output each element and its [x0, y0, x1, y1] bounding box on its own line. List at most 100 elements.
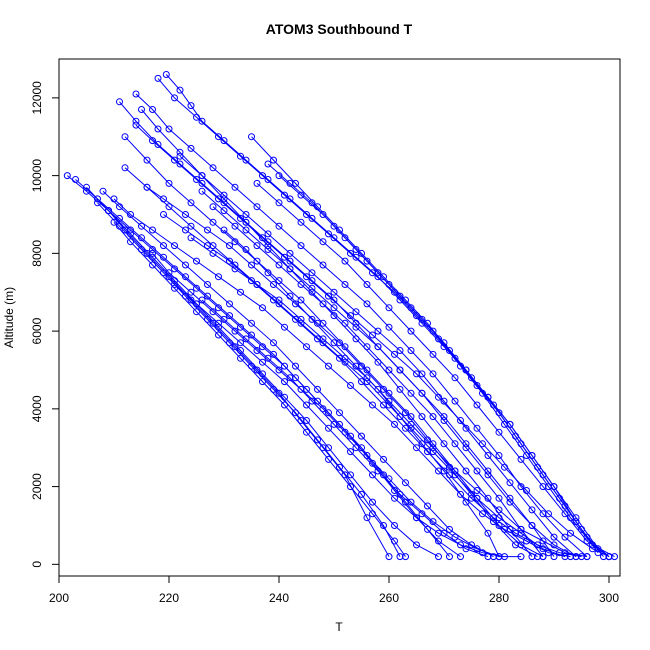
- data-point: [440, 397, 448, 405]
- data-point: [391, 420, 398, 428]
- data-point: [253, 281, 261, 288]
- data-point: [121, 164, 129, 172]
- data-point: [380, 522, 387, 529]
- data-point: [539, 553, 547, 561]
- data-point: [363, 281, 371, 288]
- data-point: [561, 549, 569, 557]
- data-point: [264, 160, 272, 168]
- data-point: [435, 553, 442, 561]
- series-line-28: [174, 284, 505, 558]
- data-point: [336, 409, 343, 417]
- data-point: [385, 389, 393, 397]
- data-point: [209, 203, 217, 211]
- data-point: [83, 183, 90, 191]
- data-point: [319, 261, 327, 269]
- data-point: [226, 300, 233, 308]
- series-line-24: [163, 214, 582, 558]
- data-point: [446, 553, 453, 561]
- data-point: [116, 222, 123, 230]
- series-line-5: [146, 186, 538, 558]
- data-point: [594, 549, 602, 557]
- data-point: [308, 288, 316, 296]
- data-point: [264, 176, 272, 183]
- data-point: [110, 218, 118, 226]
- data-point: [446, 463, 453, 471]
- data-point: [286, 265, 294, 273]
- data-point: [418, 370, 426, 378]
- data-point: [358, 490, 365, 498]
- data-point: [413, 541, 420, 549]
- series-line-22: [86, 186, 439, 558]
- data-point: [176, 86, 184, 94]
- data-point: [385, 397, 393, 405]
- series-line-6: [66, 175, 461, 558]
- data-point: [490, 518, 497, 526]
- data-point: [506, 479, 514, 487]
- series-line-23: [97, 202, 401, 557]
- data-point: [231, 183, 239, 191]
- data-point: [451, 397, 459, 405]
- data-point: [275, 366, 283, 374]
- data-point: [242, 211, 250, 218]
- data-point: [583, 533, 591, 541]
- data-point: [121, 226, 129, 234]
- y-tick-label: 0: [30, 561, 44, 568]
- data-point: [314, 319, 321, 327]
- data-point: [325, 455, 332, 463]
- data-point: [242, 226, 250, 234]
- data-point: [468, 541, 475, 549]
- x-axis-label: T: [335, 620, 343, 634]
- data-point: [314, 385, 321, 393]
- series-line-13: [152, 253, 521, 558]
- data-point: [127, 211, 134, 218]
- data-point: [264, 269, 272, 277]
- data-point: [231, 343, 239, 351]
- series-line-11: [108, 210, 390, 557]
- data-point: [572, 518, 580, 526]
- data-point: [209, 164, 217, 172]
- data-point: [517, 440, 525, 448]
- x-tick-label: 220: [159, 591, 179, 605]
- data-point: [253, 179, 261, 187]
- data-point: [242, 156, 250, 164]
- data-point: [396, 385, 404, 393]
- data-point: [275, 300, 283, 308]
- data-point: [182, 226, 189, 234]
- data-point: [446, 525, 453, 533]
- data-point: [193, 257, 200, 265]
- data-point: [63, 172, 71, 180]
- series-layer: [63, 71, 618, 561]
- data-point: [187, 222, 195, 230]
- data-point: [94, 199, 101, 207]
- data-point: [308, 277, 316, 285]
- data-point: [187, 199, 195, 207]
- data-point: [457, 490, 464, 498]
- x-tick-label: 260: [379, 591, 399, 605]
- data-point: [160, 253, 167, 261]
- data-point: [143, 156, 151, 164]
- data-point: [462, 498, 470, 506]
- data-point: [325, 444, 332, 452]
- data-point: [457, 541, 464, 549]
- data-point: [429, 327, 437, 335]
- data-point: [424, 525, 431, 533]
- x-tick-label: 280: [489, 591, 509, 605]
- plot-frame: [58, 58, 621, 577]
- series-line-19: [267, 163, 599, 553]
- data-point: [303, 211, 310, 218]
- data-point: [341, 257, 349, 265]
- data-point: [248, 319, 255, 327]
- data-point: [451, 354, 459, 362]
- data-point: [215, 133, 222, 141]
- data-point: [286, 249, 294, 257]
- data-point: [297, 296, 305, 304]
- data-point: [402, 409, 409, 417]
- data-point: [429, 370, 437, 378]
- data-point: [330, 339, 338, 347]
- data-point: [506, 525, 514, 533]
- data-point: [209, 218, 217, 226]
- x-axis: 200 220 240 260 280 300: [49, 576, 619, 605]
- data-point: [270, 281, 277, 288]
- data-point: [484, 452, 492, 459]
- data-point: [286, 195, 294, 203]
